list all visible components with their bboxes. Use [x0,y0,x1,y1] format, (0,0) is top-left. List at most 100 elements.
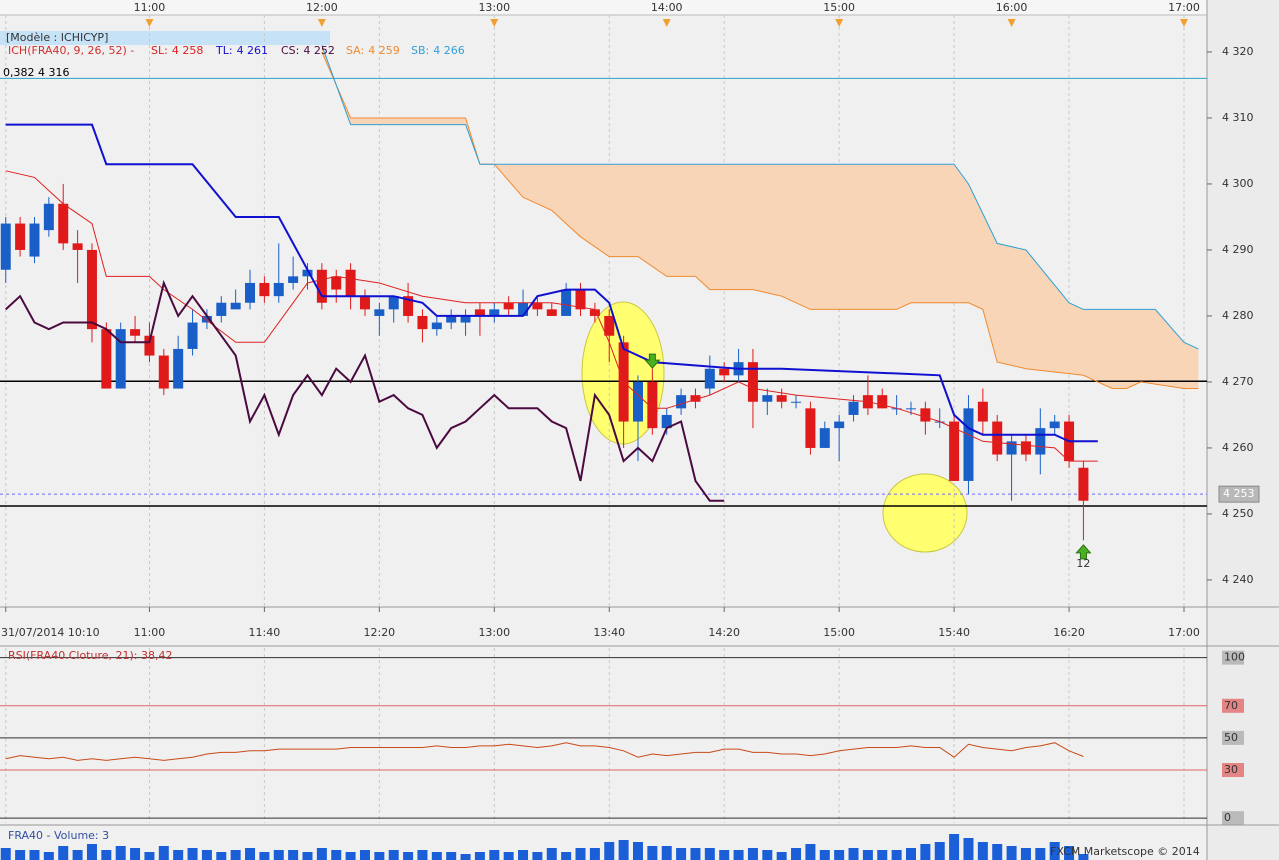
volume-bar [604,842,615,860]
x-tick-label: 16:20 [1053,626,1085,639]
volume-bar [905,848,916,860]
candle-body [719,368,730,376]
volume-bar [216,852,227,860]
candle-body [992,421,1003,455]
x2-tick-label: 11:00 [134,1,166,14]
volume-bar [949,834,960,860]
indicator-line [5,123,1098,443]
volume-bar [546,848,557,860]
candle-body [561,289,572,316]
candle-body [187,322,198,349]
volume-bar [58,846,69,860]
rsi-title: RSI(FRA40.Cloture, 21): 38,42 [8,649,172,662]
volume-bar [819,850,830,860]
candle-body [834,421,845,429]
x-tick-label: 11:00 [134,626,166,639]
candle-body [661,414,672,429]
indicator-name: CS: [281,44,299,57]
candle-body [245,282,256,303]
rsi-line [5,742,1084,761]
volume-bar [503,852,514,860]
y-tick-label: 4 320 [1222,45,1254,58]
candle-body [431,322,442,330]
y-tick-label: 4 260 [1222,441,1254,454]
x2-tick-label: 14:00 [651,1,683,14]
volume-bar [977,842,988,860]
volume-bar [431,852,442,860]
candle-body [403,296,414,316]
volume-bar [891,850,902,860]
indicator-value: 4 259 [368,44,400,57]
volume-bar [0,848,11,860]
volume-bar [115,846,126,860]
candle-body [575,289,586,310]
volume-bar [474,852,485,860]
volume-bar [302,852,313,860]
candle-body [589,309,600,316]
indicator-value: 4 252 [303,44,335,57]
volume-bar [647,846,658,860]
volume-bar [920,844,931,860]
volume-bar [690,848,701,860]
volume-bar [101,850,112,860]
candle-body [762,395,773,402]
candle-body [1006,441,1017,455]
volume-bar [704,848,715,860]
candle-body [388,296,399,310]
candle-body [460,315,471,323]
candle-body [130,329,141,336]
volume-bar [374,852,385,860]
volume-bar [446,852,457,860]
x2-tick-label: 15:00 [823,1,855,14]
fib-label: 0,382 4 316 [3,66,69,79]
y-tick-label: 50 [1224,731,1238,744]
volume-bar [1078,854,1089,860]
volume-bar [1035,848,1046,860]
volume-bar [144,852,155,860]
volume-bar [345,852,356,860]
indicator-line [321,45,1199,350]
volume-bar [848,848,859,860]
x2-tick-label: 16:00 [996,1,1028,14]
volume-bar [359,850,370,860]
signal-arrow [644,353,661,369]
y-tick-label: 4 280 [1222,309,1254,322]
cloud [321,45,1199,389]
x2-tick [1007,19,1016,27]
candle-body [201,315,212,323]
volume-bar [1006,846,1017,860]
highlight [882,473,968,553]
model-box [0,31,330,45]
indicator-value: 4 266 [433,44,465,57]
indicator-value: 4 258 [172,44,204,57]
y-tick-box [1222,763,1244,778]
x-tick-label: 31/07/2014 10:10 [1,626,100,639]
candle-body [920,408,931,422]
volume-bar [245,848,256,860]
candle-body [877,395,888,409]
x-tick-label: 12:20 [363,626,395,639]
volume-bar [72,850,83,860]
volume-bar [934,842,945,860]
y-tick-box [1222,811,1244,826]
volume-bar [632,842,643,860]
indicator-title: ICH(FRA40, 9, 26, 52) - [8,44,134,57]
candle-body [776,395,787,402]
indicator-line [5,170,1098,462]
x-tick-label: 13:00 [478,626,510,639]
indicator-line [321,51,1199,389]
candle-body [949,421,960,481]
candle-body [331,276,342,290]
volume-bar [762,850,773,860]
candle-body [345,269,356,297]
candle-body [977,401,988,422]
candle-body [316,269,327,303]
candle-body [647,381,658,429]
x2-tick [145,19,154,27]
candle-body [690,395,701,402]
volume-bar [1049,842,1060,860]
x-tick-label: 11:40 [249,626,281,639]
volume-bar [230,850,241,860]
candle-body [0,223,11,270]
